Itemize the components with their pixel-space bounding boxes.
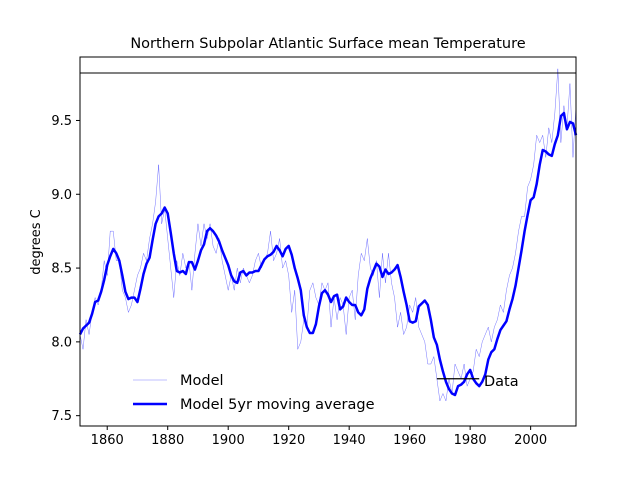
legend-avg-label: Model 5yr moving average xyxy=(180,397,375,413)
y-tick-label: 9.5 xyxy=(51,114,72,129)
series-layer xyxy=(78,68,578,402)
y-tick-label: 8.5 xyxy=(51,262,72,277)
x-tick-label: 1880 xyxy=(151,433,184,448)
x-tick-label: 1940 xyxy=(333,433,366,448)
chart-title: Northern Subpolar Atlantic Surface mean … xyxy=(130,36,525,52)
plot-frame xyxy=(79,56,577,427)
x-tick-label: 1960 xyxy=(393,433,426,448)
y-tick-label: 8.0 xyxy=(51,335,72,350)
x-tick-label: 1860 xyxy=(91,433,124,448)
x-tick-label: 1980 xyxy=(454,433,487,448)
x-tick-label: 1900 xyxy=(212,433,245,448)
legend-left: Model Model 5yr moving average xyxy=(133,373,375,413)
x-tick-label: 1920 xyxy=(272,433,305,448)
y-tick-label: 9.0 xyxy=(51,188,72,203)
legend-model-label: Model xyxy=(180,373,224,389)
legend-right: Data xyxy=(484,374,519,390)
y-axis-label: degrees C xyxy=(29,209,44,275)
legend-data-label: Data xyxy=(484,374,519,390)
y-tick-label: 7.5 xyxy=(51,409,72,424)
x-tick-label: 2000 xyxy=(514,433,547,448)
ticks-layer: 1860 1880 1900 1920 1940 1960 1980 2000 7.5 8.0 8.… xyxy=(51,114,547,448)
series-line-model xyxy=(79,68,577,402)
series-line-model-5yr-moving-average xyxy=(78,111,578,397)
